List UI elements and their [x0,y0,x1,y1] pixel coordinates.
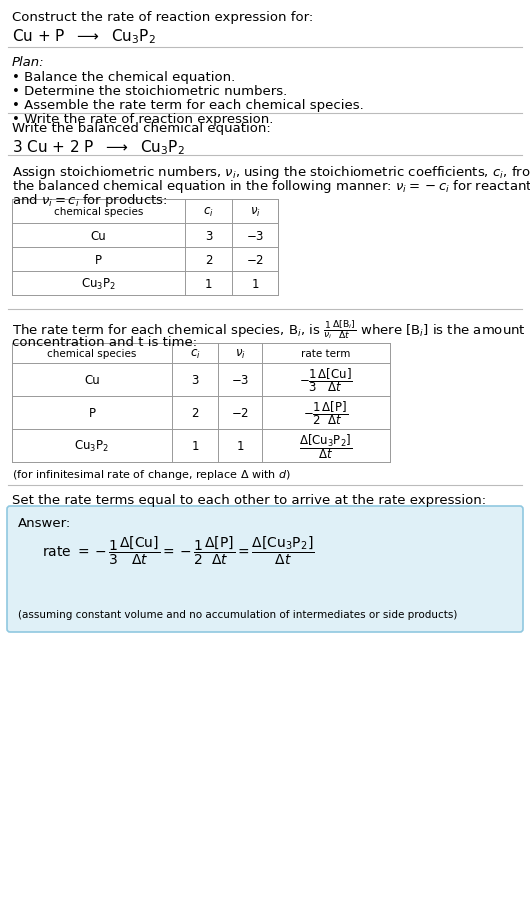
Text: concentration and t is time:: concentration and t is time: [12,336,197,349]
Text: $-2$: $-2$ [231,406,249,420]
Text: Cu$_3$P$_2$: Cu$_3$P$_2$ [75,439,110,453]
Text: Set the rate terms equal to each other to arrive at the rate expression:: Set the rate terms equal to each other t… [12,493,486,507]
Text: Cu: Cu [91,229,107,242]
FancyBboxPatch shape [7,507,523,632]
Text: $-\dfrac{1}{3}\dfrac{\Delta[\mathrm{Cu}]}{\Delta t}$: $-\dfrac{1}{3}\dfrac{\Delta[\mathrm{Cu}]… [299,367,353,394]
Text: 1: 1 [191,440,199,452]
Text: (for infinitesimal rate of change, replace $\Delta$ with $d$): (for infinitesimal rate of change, repla… [12,468,291,481]
Text: chemical species: chemical species [47,349,137,358]
Text: 3: 3 [191,374,199,386]
Text: P: P [95,253,102,266]
Text: • Determine the stoichiometric numbers.: • Determine the stoichiometric numbers. [12,85,287,98]
Text: Write the balanced chemical equation:: Write the balanced chemical equation: [12,122,271,135]
Text: Construct the rate of reaction expression for:: Construct the rate of reaction expressio… [12,11,313,24]
Text: $-2$: $-2$ [246,253,264,266]
Text: Cu: Cu [84,374,100,386]
Text: $\dfrac{\Delta[\mathrm{Cu_3P_2}]}{\Delta t}$: $\dfrac{\Delta[\mathrm{Cu_3P_2}]}{\Delta… [299,432,352,461]
Text: • Write the rate of reaction expression.: • Write the rate of reaction expression. [12,113,273,126]
Text: $-3$: $-3$ [246,229,264,242]
Text: 2: 2 [191,406,199,420]
Text: 1: 1 [205,277,212,290]
Text: (assuming constant volume and no accumulation of intermediates or side products): (assuming constant volume and no accumul… [18,610,457,619]
Text: and $\nu_i = c_i$ for products:: and $\nu_i = c_i$ for products: [12,191,167,209]
Text: 3 Cu + 2 P  $\longrightarrow$  Cu$_3$P$_2$: 3 Cu + 2 P $\longrightarrow$ Cu$_3$P$_2$ [12,138,185,156]
Text: Cu$_3$P$_2$: Cu$_3$P$_2$ [81,276,116,292]
Text: rate term: rate term [302,349,351,358]
Text: • Balance the chemical equation.: • Balance the chemical equation. [12,71,235,84]
Text: Plan:: Plan: [12,56,45,69]
Text: P: P [89,406,95,420]
Text: Answer:: Answer: [18,517,71,529]
Text: 2: 2 [205,253,212,266]
Text: $-3$: $-3$ [231,374,249,386]
Text: $c_i$: $c_i$ [203,205,214,219]
Text: Assign stoichiometric numbers, $\nu_i$, using the stoichiometric coefficients, $: Assign stoichiometric numbers, $\nu_i$, … [12,163,530,181]
Text: $\nu_i$: $\nu_i$ [250,205,260,219]
Text: The rate term for each chemical species, B$_i$, is $\frac{1}{\nu_i}\frac{\Delta[: The rate term for each chemical species,… [12,318,526,340]
Text: $c_i$: $c_i$ [190,347,200,360]
Text: Cu + P  $\longrightarrow$  Cu$_3$P$_2$: Cu + P $\longrightarrow$ Cu$_3$P$_2$ [12,27,156,46]
Text: the balanced chemical equation in the following manner: $\nu_i = -c_i$ for react: the balanced chemical equation in the fo… [12,178,530,195]
Text: • Assemble the rate term for each chemical species.: • Assemble the rate term for each chemic… [12,99,364,112]
Text: $\nu_i$: $\nu_i$ [235,347,245,360]
Text: $-\dfrac{1}{2}\dfrac{\Delta[\mathrm{P}]}{\Delta t}$: $-\dfrac{1}{2}\dfrac{\Delta[\mathrm{P}]}… [304,399,349,427]
Text: 3: 3 [205,229,212,242]
Text: rate $= -\dfrac{1}{3}\dfrac{\Delta[\mathrm{Cu}]}{\Delta t} = -\dfrac{1}{2}\dfrac: rate $= -\dfrac{1}{3}\dfrac{\Delta[\math… [42,535,314,567]
Text: chemical species: chemical species [54,207,143,217]
Text: 1: 1 [236,440,244,452]
Text: 1: 1 [251,277,259,290]
